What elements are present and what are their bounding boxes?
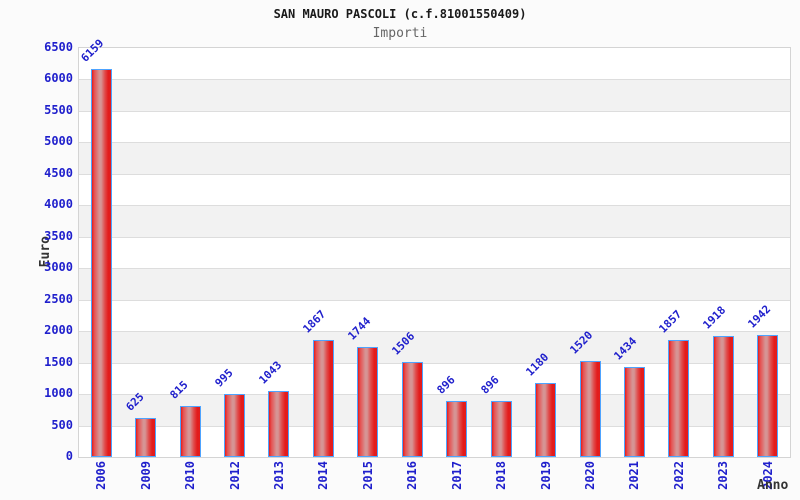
bar-2014 — [312, 340, 334, 457]
x-tick-label: 2023 — [716, 461, 731, 490]
y-tick-label: 3500 — [44, 228, 73, 243]
bar-2006 — [90, 69, 112, 457]
plot-band — [79, 268, 790, 300]
bar-2021 — [623, 367, 645, 457]
y-tick-label: 4000 — [44, 197, 73, 212]
x-tick-label: 2022 — [671, 461, 686, 490]
x-tick-label: 2014 — [316, 461, 331, 490]
bar-2018 — [490, 401, 512, 457]
y-tick-label: 5000 — [44, 134, 73, 149]
plot-band — [79, 142, 790, 174]
x-tick-label: 2021 — [627, 461, 642, 490]
x-tick-label: 2015 — [360, 461, 375, 490]
bar-2023 — [712, 336, 734, 457]
chart-title: SAN MAURO PASCOLI (c.f.81001550409) — [273, 7, 527, 21]
bar-2024 — [757, 335, 779, 457]
bar-2017 — [446, 401, 468, 457]
x-tick-label: 2016 — [405, 461, 420, 490]
bar-2010 — [179, 406, 201, 457]
y-tick-label: 6500 — [44, 40, 73, 54]
plot-band — [79, 425, 790, 457]
y-tick-label: 500 — [51, 417, 73, 432]
bar-2013 — [268, 391, 290, 457]
y-tick-label: 2000 — [44, 323, 73, 338]
chart-subtitle: Importi — [372, 26, 428, 41]
plot-band — [79, 173, 790, 205]
y-axis: 0 500 1000 1500 2000 2500 3000 3500 4000 4500 5000… — [0, 40, 73, 463]
y-tick-label: 0 — [65, 449, 73, 463]
plot-band — [79, 48, 790, 79]
plot-band — [79, 236, 790, 268]
plot-band — [79, 79, 790, 111]
x-tick-label: 2010 — [183, 461, 198, 490]
y-tick-label: 6000 — [44, 71, 73, 86]
plot-band — [79, 110, 790, 142]
bar-2012 — [224, 394, 246, 457]
x-tick-label: 2012 — [227, 461, 242, 490]
plot-band — [79, 205, 790, 237]
y-tick-label: 1500 — [44, 354, 73, 369]
y-tick-label: 4500 — [44, 165, 73, 180]
x-tick-label: 2019 — [538, 461, 553, 490]
plot-area: 6159 625 815 995 1043 1867 1744 1506 896 896 1180 1… — [78, 37, 791, 458]
bar-2016 — [401, 362, 423, 457]
plot-band — [79, 299, 790, 331]
x-tick-label: 2013 — [271, 461, 286, 490]
y-tick-label: 5500 — [44, 102, 73, 117]
x-tick-label: 2009 — [138, 461, 153, 490]
bar-2009 — [135, 418, 157, 457]
x-tick-label: 2018 — [494, 461, 509, 490]
y-tick-label: 3000 — [44, 260, 73, 275]
bar-2015 — [357, 347, 379, 457]
plot-band — [79, 362, 790, 394]
x-tick-label: 2006 — [94, 461, 109, 490]
y-tick-label: 1000 — [44, 386, 73, 401]
x-axis-title: Anno — [757, 478, 789, 493]
x-tick-label: 2017 — [449, 461, 464, 490]
y-tick-label: 2500 — [44, 291, 73, 306]
x-tick-label: 2020 — [583, 461, 598, 490]
bar-2020 — [579, 361, 601, 457]
bar-2019 — [535, 383, 557, 457]
bar-2022 — [668, 340, 690, 457]
